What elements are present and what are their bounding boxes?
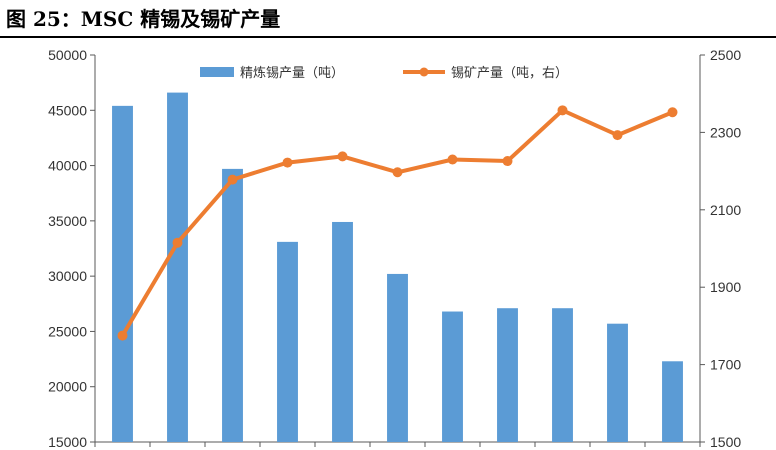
figure-title: 图 25：MSC 精锡及锡矿产量 bbox=[6, 7, 281, 31]
y-tick-label-left: 50000 bbox=[48, 47, 87, 63]
y-tick-label-right: 1700 bbox=[710, 357, 741, 373]
bar bbox=[607, 323, 628, 442]
title-rule bbox=[0, 36, 776, 38]
y-tick-label-right: 2500 bbox=[710, 47, 741, 63]
bar bbox=[112, 105, 133, 442]
legend-label-bar: 精炼锡产量（吨） bbox=[240, 66, 344, 81]
bar bbox=[277, 241, 298, 442]
line-point bbox=[227, 174, 238, 185]
bar-series bbox=[112, 92, 683, 443]
y-tick-label-left: 20000 bbox=[48, 379, 87, 395]
chart-axes: 15000 20000 25000 30000 35000 40000 45000 50000… bbox=[48, 47, 741, 450]
line-point bbox=[667, 107, 678, 118]
y-tick-label-left: 15000 bbox=[48, 434, 87, 450]
line-series bbox=[117, 105, 678, 341]
bar bbox=[552, 308, 573, 442]
line-point bbox=[117, 330, 128, 341]
line-point bbox=[502, 156, 513, 167]
bar bbox=[442, 311, 463, 442]
y-tick-label-right: 1500 bbox=[710, 434, 741, 450]
chart-legend: 精炼锡产量（吨） 锡矿产量（吨，右） bbox=[200, 66, 568, 81]
y-tick-label-left: 45000 bbox=[48, 102, 87, 118]
legend-swatch-marker bbox=[419, 67, 429, 77]
line-point bbox=[612, 130, 623, 141]
legend-label-line: 锡矿产量（吨，右） bbox=[451, 66, 568, 81]
bar bbox=[662, 361, 683, 442]
y-tick-label-left: 40000 bbox=[48, 158, 87, 174]
y-tick-label-left: 35000 bbox=[48, 213, 87, 229]
bar bbox=[167, 92, 188, 442]
y-tick-label-right: 2100 bbox=[710, 202, 741, 218]
legend-swatch-bar bbox=[200, 67, 234, 77]
line-point bbox=[172, 237, 183, 248]
line-point bbox=[557, 105, 568, 116]
line-point bbox=[392, 167, 403, 178]
y-tick-label-left: 25000 bbox=[48, 323, 87, 339]
line-point bbox=[447, 154, 458, 165]
y-tick-label-right: 1900 bbox=[710, 279, 741, 295]
line-point bbox=[282, 157, 293, 168]
bar bbox=[332, 221, 353, 442]
y-tick-label-right: 2300 bbox=[710, 124, 741, 140]
y-tick-label-left: 30000 bbox=[48, 268, 87, 284]
line-point bbox=[337, 151, 348, 162]
bar bbox=[497, 308, 518, 442]
bar bbox=[222, 168, 243, 443]
bar bbox=[387, 273, 408, 442]
